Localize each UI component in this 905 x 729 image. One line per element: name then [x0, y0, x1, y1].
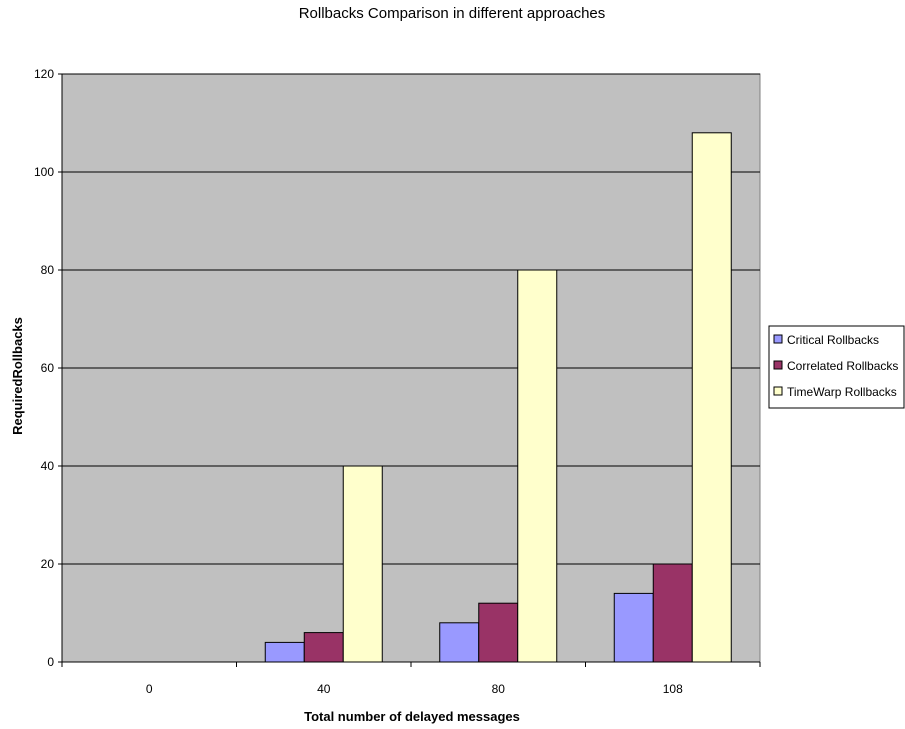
- y-tick-label: 80: [41, 263, 55, 277]
- x-axis-title: Total number of delayed messages: [304, 709, 520, 724]
- y-tick-label: 120: [34, 67, 54, 81]
- bar-correlated-rollbacks: [652, 563, 693, 663]
- legend-label: Correlated Rollbacks: [787, 359, 898, 373]
- y-tick-label: 20: [41, 557, 55, 571]
- bar-critical-rollbacks: [264, 641, 305, 663]
- legend-swatch: [773, 360, 783, 370]
- x-tick-label: 80: [492, 682, 506, 696]
- y-axis-ticks: 0 20 40 60 80 100 120: [34, 67, 62, 669]
- x-tick-label: 40: [317, 682, 331, 696]
- y-tick-label: 60: [41, 361, 55, 375]
- plot-area: [61, 73, 761, 663]
- bars: [264, 132, 732, 663]
- y-axis-title: RequiredRollbacks: [10, 317, 25, 435]
- y-tick-label: 40: [41, 459, 55, 473]
- bar-correlated-rollbacks: [303, 632, 344, 663]
- legend: Critical Rollbacks Correlated Rollbacks Ti…: [768, 325, 905, 409]
- legend-swatch: [773, 334, 783, 344]
- legend-label: Critical Rollbacks: [787, 333, 879, 347]
- y-tick-label: 0: [47, 655, 54, 669]
- x-tick-label: 0: [146, 682, 153, 696]
- legend-box: [768, 325, 905, 409]
- bar-critical-rollbacks: [613, 592, 654, 663]
- bar-critical-rollbacks: [439, 622, 480, 663]
- x-tick-label: 108: [663, 682, 683, 696]
- y-tick-label: 100: [34, 165, 54, 179]
- x-axis-ticks: 0 40 80 108: [61, 662, 761, 696]
- chart-title: Rollbacks Comparison in different approa…: [299, 5, 606, 22]
- bar-correlated-rollbacks: [478, 602, 519, 663]
- legend-swatch: [773, 386, 783, 396]
- bar-timewarp-rollbacks: [691, 132, 732, 663]
- legend-label: TimeWarp Rollbacks: [787, 385, 897, 399]
- bar-timewarp-rollbacks: [517, 269, 558, 663]
- bar-timewarp-rollbacks: [342, 465, 383, 663]
